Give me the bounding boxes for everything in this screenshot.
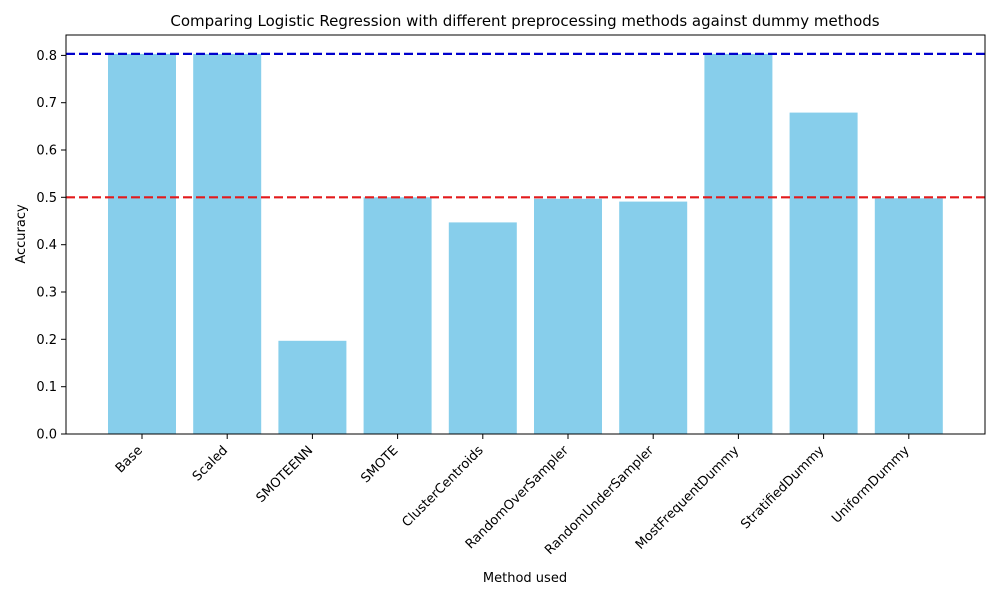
bar-scaled (193, 53, 262, 435)
plot-frame (65, 34, 986, 435)
bar-clustercentroids (448, 222, 517, 434)
bar-stratifieddummy (789, 112, 858, 434)
bar-smote (363, 197, 432, 434)
bars-layer (108, 53, 943, 435)
x-axis-label: Method used (483, 571, 567, 586)
x-axis: Base Scaled SMOTEENN SMOTEClusterCentroidsR… (113, 434, 913, 558)
bar-base (108, 53, 176, 435)
y-tick-label: 0.8 (36, 49, 57, 64)
bar-smoteenn (278, 340, 347, 434)
y-tick-label: 0.0 (36, 428, 57, 443)
x-tick-label: Base (113, 443, 146, 476)
y-tick-label: 0.3 (36, 286, 57, 301)
y-tick-label: 0.1 (36, 380, 57, 395)
x-tick-label: StratifiedDummy (738, 443, 827, 532)
y-axis-label: Accuracy (14, 204, 29, 264)
x-tick-label: Scaled (190, 443, 231, 484)
y-tick-label: 0.6 (36, 144, 57, 159)
chart-title: Comparing Logistic Regression with diffe… (170, 12, 879, 30)
y-tick-label: 0.4 (36, 238, 57, 253)
y-tick-label: 0.7 (36, 96, 57, 111)
x-tick-label: ClusterCentroids (400, 443, 487, 530)
bar-randomundersampler (619, 201, 688, 434)
y-tick-label: 0.5 (36, 191, 57, 206)
x-tick-label: SMOTE (358, 443, 401, 486)
x-tick-label: UniformDummy (829, 443, 913, 527)
y-tick-label: 0.2 (36, 333, 57, 348)
y-axis: 0.0 0.1 0.2 0.3 0.4 0.5 0.6 0.7 0.8 (36, 49, 66, 443)
x-tick-label: SMOTEENN (254, 443, 317, 506)
reference-lines-layer (66, 52, 985, 199)
bar-mostfrequentdummy (704, 53, 773, 435)
bar-uniformdummy (874, 198, 943, 434)
bar-randomoversampler (534, 198, 602, 434)
